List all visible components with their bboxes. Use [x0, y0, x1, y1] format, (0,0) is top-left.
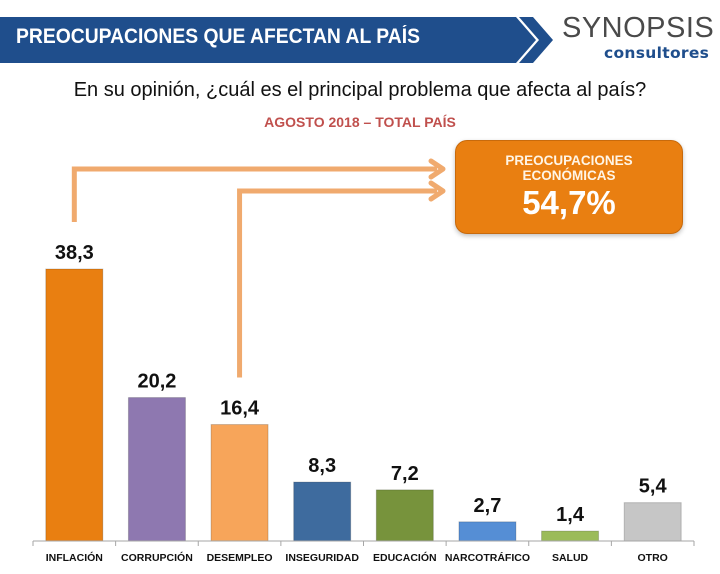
category-label-educacion: EDUCACIÓN [373, 551, 437, 564]
callout-label-line2: ECONÓMICAS [522, 168, 616, 183]
category-label-otro: OTRO [638, 552, 668, 564]
arrow-right-icon [428, 158, 446, 180]
logo-tagline: consultores [604, 44, 710, 62]
chart-subtitle: AGOSTO 2018 – TOTAL PAÍS [264, 114, 456, 130]
value-labels: 38,3 20,2 16,4 8,3 7,2 2,7 1,4 5,4 [55, 242, 668, 526]
category-label-inseguridad: INSEGURIDAD [285, 552, 359, 564]
x-axis [32, 540, 695, 546]
value-label-corrupcion: 20,2 [137, 371, 176, 393]
value-label-inflacion: 38,3 [55, 242, 94, 264]
bar-otro [623, 502, 682, 542]
header-title: PREOCUPACIONES QUE AFECTAN AL PAÍS [16, 25, 420, 48]
value-label-educacion: 7,2 [391, 463, 419, 485]
callout-arrow-line [237, 188, 437, 378]
callout-label-line1: PREOCUPACIONES [505, 153, 633, 168]
header-banner-shape [0, 17, 536, 63]
economic-concerns-callout: PREOCUPACIONES ECONÓMICAS 54,7% [455, 140, 683, 234]
bar-inseguridad [293, 481, 352, 542]
value-label-narcotrafico: 2,7 [474, 495, 502, 517]
question-text: En su opinión, ¿cuál es el principal pro… [73, 79, 647, 101]
value-label-salud: 1,4 [556, 504, 585, 526]
category-label-desempleo: DESEMPLEO [207, 552, 273, 564]
bars-group [45, 268, 682, 542]
arrow-right-icon [428, 180, 446, 202]
bar-inflacion [45, 268, 104, 542]
chevron-right-icon [519, 17, 553, 63]
callout-value: 54,7% [522, 184, 616, 221]
callout-arrow-line [71, 166, 437, 222]
value-label-desempleo: 16,4 [220, 398, 260, 420]
logo: SYNOPSIS [562, 12, 715, 44]
value-label-otro: 5,4 [639, 476, 668, 498]
value-label-inseguridad: 8,3 [308, 455, 336, 477]
category-label-salud: SALUD [552, 552, 589, 564]
bar-corrupcion [127, 397, 186, 542]
bar-salud [541, 530, 600, 542]
category-label-corrupcion: CORRUPCIÓN [121, 551, 193, 564]
bar-narcotrafico [458, 521, 517, 542]
category-labels: INFLACIÓN CORRUPCIÓN DESEMPLEO INSEGURIDAD E… [46, 551, 668, 564]
callout-arrows [71, 158, 446, 378]
bar-educacion [375, 489, 434, 542]
bar-desempleo [210, 424, 269, 542]
category-label-inflacion: INFLACIÓN [46, 551, 103, 564]
header-banner [0, 17, 553, 63]
category-label-narcotrafico: NARCOTRÁFICO [445, 551, 530, 564]
